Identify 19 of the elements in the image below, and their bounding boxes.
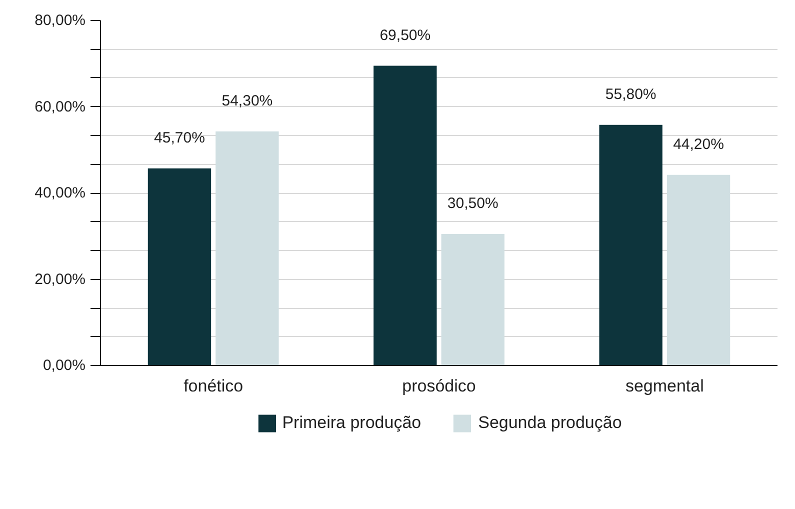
data-label: 30,50% (447, 194, 498, 212)
x-tick-label: prosódico (402, 376, 476, 396)
x-tick-label: segmental (625, 376, 704, 396)
y-tick-label: 80,00% (34, 12, 86, 29)
data-label: 69,50% (380, 26, 431, 44)
data-label: 55,80% (605, 86, 656, 103)
data-label: 45,70% (154, 129, 205, 146)
y-tick-label: 40,00% (34, 184, 86, 202)
legend-label: Segunda produção (478, 413, 622, 433)
data-label: 54,30% (222, 92, 273, 110)
y-tick-label: 60,00% (34, 98, 86, 116)
bar (599, 124, 662, 366)
data-label: 44,20% (673, 136, 724, 153)
bar (374, 66, 437, 366)
y-tick-label: 20,00% (34, 270, 86, 288)
y-tick-label: 0,00% (42, 357, 86, 374)
legend-label: Primeira produção (282, 413, 422, 433)
x-tick-label: fonético (184, 376, 244, 396)
bar (148, 168, 212, 366)
